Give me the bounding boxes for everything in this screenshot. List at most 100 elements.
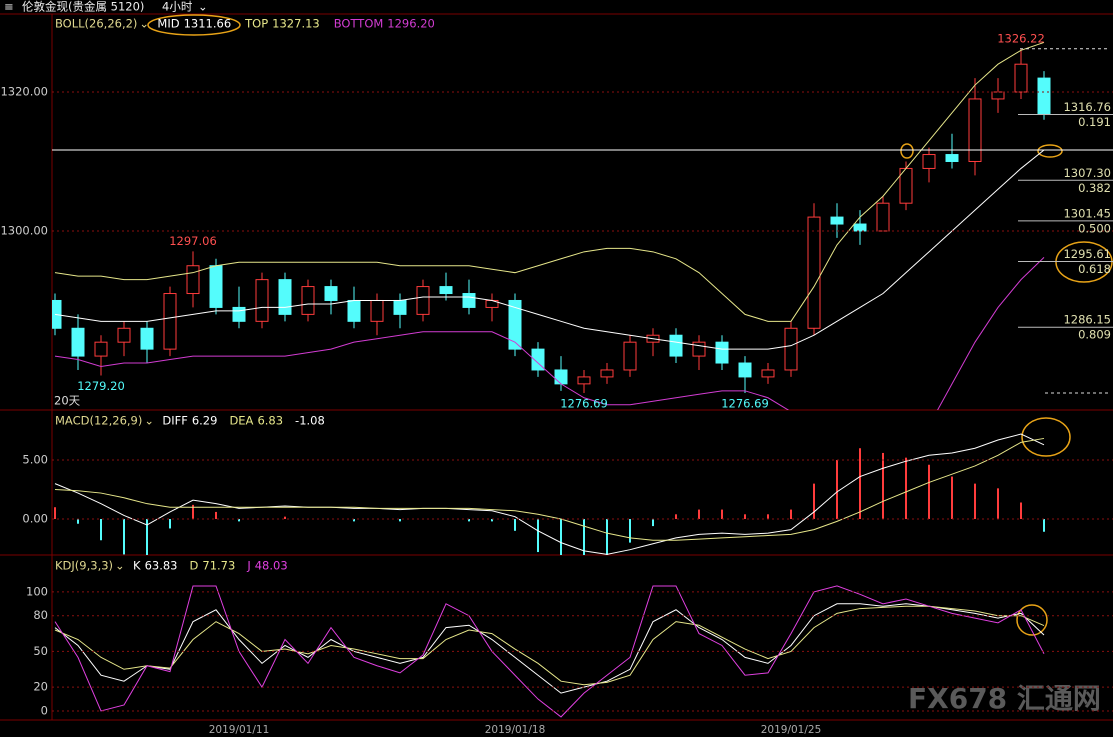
fib-price: 1286.15 bbox=[1063, 313, 1111, 327]
watermark: FX678 汇通网 bbox=[908, 682, 1101, 715]
fib-ratio: 0.382 bbox=[1078, 181, 1111, 195]
candle-body bbox=[577, 376, 591, 385]
price-annotation: 1276.69 bbox=[560, 396, 608, 410]
indicator-dropdown: ⌄ bbox=[115, 559, 125, 573]
candle-body bbox=[738, 362, 752, 378]
candle-body bbox=[853, 223, 867, 232]
legend-value: 6.29 bbox=[192, 414, 218, 428]
y-tick-label: 50 bbox=[33, 644, 48, 658]
x-tick-label: 2019/01/18 bbox=[485, 724, 546, 736]
legend-value: 1296.20 bbox=[387, 17, 435, 31]
y-tick-label: 100 bbox=[26, 584, 48, 598]
legend-name: K bbox=[133, 559, 141, 573]
indicator-name: MACD(12,26,9) bbox=[55, 414, 142, 428]
legend-name: J bbox=[246, 559, 250, 573]
indicator-dropdown: ⌄ bbox=[139, 17, 149, 31]
legend-value: 1311.66 bbox=[184, 17, 232, 31]
indicator-line bbox=[54, 585, 1045, 718]
instrument[interactable]: 伦敦金现(贵金属 5120) bbox=[22, 0, 144, 14]
candle-body bbox=[531, 348, 545, 371]
candle-body bbox=[945, 154, 959, 162]
candle-body bbox=[692, 341, 706, 357]
price-annotation: 1297.06 bbox=[169, 234, 217, 248]
fib-ratio: 0.618 bbox=[1078, 262, 1111, 276]
plot-area bbox=[54, 433, 1045, 555]
y-tick-label: 1320.00 bbox=[0, 84, 48, 98]
candle-body bbox=[968, 98, 982, 162]
legend-name: D bbox=[190, 559, 199, 573]
price-annotation: 1276.69 bbox=[721, 396, 769, 410]
candle-body bbox=[370, 299, 384, 322]
candle-body bbox=[163, 293, 177, 350]
y-tick-label: 5.00 bbox=[22, 453, 48, 467]
indicator-dropdown: ⌄ bbox=[144, 414, 154, 428]
legend-value: 63.83 bbox=[145, 559, 178, 573]
legend-value: 6.83 bbox=[257, 414, 283, 428]
candle-body bbox=[278, 279, 292, 315]
y-tick-label: 20 bbox=[33, 680, 48, 694]
footnote: 20天 bbox=[54, 394, 81, 408]
legend-value: 1327.13 bbox=[272, 17, 320, 31]
legend-value: 48.03 bbox=[255, 559, 288, 573]
x-tick-label: 2019/01/11 bbox=[209, 724, 270, 736]
legend-name: DIFF bbox=[162, 414, 187, 428]
candle-body bbox=[140, 327, 154, 350]
candle-body bbox=[416, 286, 430, 315]
y-tick-label: 1300.00 bbox=[0, 223, 48, 237]
indicator-line bbox=[54, 257, 1045, 410]
candle-body bbox=[1037, 77, 1051, 116]
candle-body bbox=[669, 334, 683, 357]
candle-body bbox=[600, 369, 614, 378]
candle-body bbox=[209, 265, 223, 308]
candle-body bbox=[71, 327, 85, 357]
indicator-line bbox=[54, 433, 1045, 555]
legend-name: TOP bbox=[244, 17, 268, 31]
menu-icon[interactable]: ≡ bbox=[4, 0, 14, 14]
legend-value: 71.73 bbox=[202, 559, 235, 573]
candle-body bbox=[255, 279, 269, 322]
candle-body bbox=[94, 341, 108, 357]
candle-body bbox=[807, 216, 821, 329]
legend-name: BOTTOM bbox=[334, 17, 384, 31]
highlight-circles bbox=[147, 14, 1113, 636]
candle-body bbox=[508, 299, 522, 350]
candle-body bbox=[232, 306, 246, 322]
period[interactable]: 4小时 bbox=[162, 0, 193, 14]
candle-body bbox=[554, 369, 568, 385]
x-tick-label: 2019/01/25 bbox=[761, 724, 822, 736]
candle-body bbox=[830, 216, 844, 225]
legend-name: DEA bbox=[229, 414, 253, 428]
fib-price: 1301.45 bbox=[1063, 206, 1111, 220]
candle-body bbox=[324, 286, 338, 301]
indicator-line bbox=[54, 605, 1045, 686]
candle-body bbox=[117, 327, 131, 343]
candle-body bbox=[784, 327, 798, 371]
indicator-name: BOLL(26,26,2) bbox=[55, 17, 137, 31]
indicator-line bbox=[54, 149, 1045, 350]
indicator-line bbox=[54, 603, 1045, 694]
price-annotation: 1326.22 bbox=[997, 31, 1045, 45]
period-dropdown[interactable]: ⌄ bbox=[198, 0, 208, 14]
price-annotation: 1279.20 bbox=[77, 379, 125, 393]
candle-body bbox=[462, 293, 476, 308]
plot-area bbox=[54, 585, 1045, 718]
fib-ratio: 0.191 bbox=[1078, 115, 1111, 129]
candle-body bbox=[715, 341, 729, 364]
candle-body bbox=[393, 299, 407, 315]
candle-body bbox=[761, 369, 775, 378]
fib-ratio: 0.809 bbox=[1078, 328, 1111, 342]
candle-body bbox=[1014, 63, 1028, 93]
candle-body bbox=[347, 299, 361, 322]
indicator-name: KDJ(9,3,3) bbox=[55, 559, 113, 573]
indicator-line bbox=[54, 437, 1045, 541]
fib-price: 1295.61 bbox=[1063, 247, 1111, 261]
y-tick-label: 0 bbox=[41, 703, 48, 717]
fib-price: 1307.30 bbox=[1063, 166, 1111, 180]
fib-ratio: 0.500 bbox=[1078, 221, 1111, 235]
y-tick-label: 0.00 bbox=[22, 512, 48, 526]
candle-body bbox=[186, 265, 200, 295]
candle-body bbox=[439, 286, 453, 295]
candle-body bbox=[922, 154, 936, 169]
